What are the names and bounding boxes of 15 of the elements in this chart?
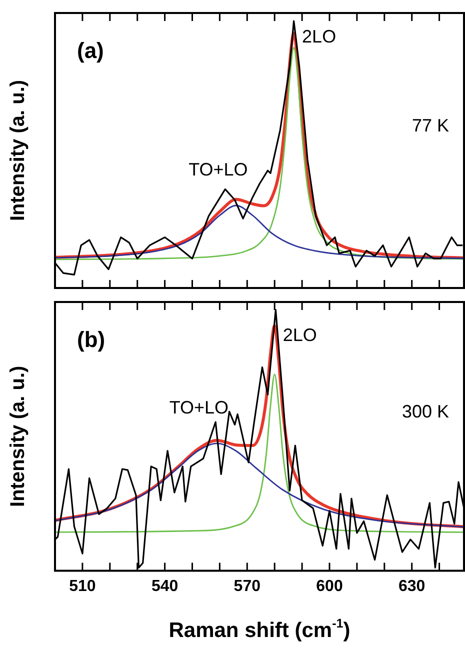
y-axis-title: Intensity (a. u.) xyxy=(7,80,29,222)
annotation: (a) xyxy=(77,38,104,63)
y-axis-title: Intensity (a. u.) xyxy=(7,366,29,507)
annotation: TO+LO xyxy=(169,397,229,418)
annotation: TO+LO xyxy=(188,160,248,180)
annotation: 2LO xyxy=(282,325,317,346)
annotation: 77 K xyxy=(412,115,449,136)
x-tick-label: 630 xyxy=(398,578,426,595)
annotation: (b) xyxy=(77,327,106,352)
annotation: 300 K xyxy=(402,402,449,422)
x-tick-label: 510 xyxy=(69,578,96,595)
annotation: 2LO xyxy=(302,26,336,46)
x-tick-label: 570 xyxy=(234,578,261,595)
x-tick-label: 600 xyxy=(316,578,343,595)
x-tick-label: 540 xyxy=(151,578,178,595)
